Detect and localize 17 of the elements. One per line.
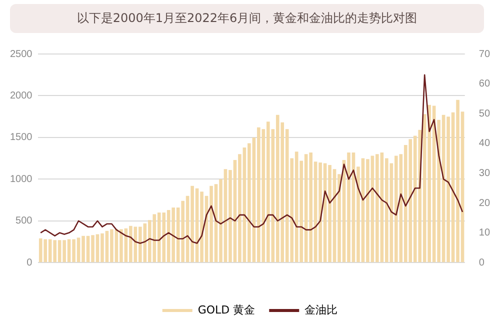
chart-title: 以下是2000年1月至2022年6月间，黄金和金油比的走势比对图 xyxy=(10,4,484,33)
y2-tick-label: 10 xyxy=(478,228,490,239)
y-tick-label: 2000 xyxy=(10,90,33,102)
y-tick-label: 0 xyxy=(26,257,33,268)
y2-tick-label: 40 xyxy=(478,138,490,150)
y-tick-label: 500 xyxy=(16,216,33,227)
y-tick-label: 1000 xyxy=(10,174,33,185)
y2-tick-label: 50 xyxy=(478,108,490,120)
y2-tick-label: 60 xyxy=(478,78,490,90)
y2-tick-label: 30 xyxy=(478,168,490,179)
y2-tick-label: 20 xyxy=(478,198,490,209)
y-tick-label: 2500 xyxy=(10,48,33,60)
y2-tick-label: 0 xyxy=(478,257,485,268)
y2-tick-label: 70 xyxy=(478,48,490,60)
legend-label: 金油比 xyxy=(304,303,338,316)
legend-label: GOLD 黄金 xyxy=(198,303,256,316)
y-tick-label: 1500 xyxy=(10,132,33,144)
